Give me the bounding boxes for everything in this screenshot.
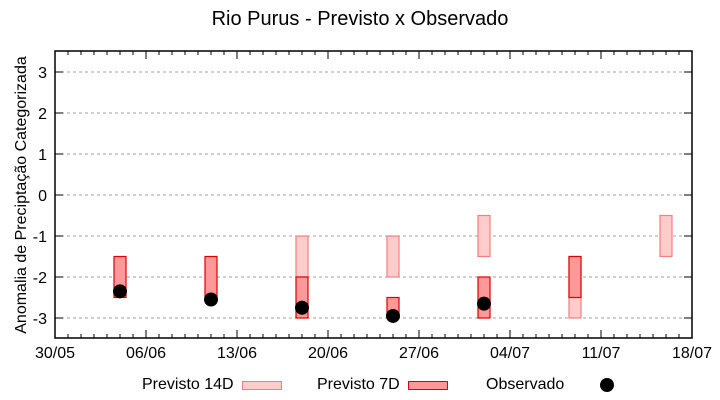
legend-item-14d: Previsto 14D (142, 376, 282, 394)
x-tick-label: 11/07 (582, 345, 621, 362)
bar-14d (659, 214, 673, 258)
observed-point (204, 292, 218, 307)
legend-dot-icon (600, 378, 615, 392)
legend-swatch-14d (241, 380, 282, 390)
observed-point (295, 300, 309, 315)
bar-14d (295, 235, 309, 278)
x-tick-label: 20/06 (308, 345, 348, 362)
legend-item-7d: Previsto 7D (317, 376, 448, 394)
legend-item-observado: Observado (486, 376, 615, 394)
bar-7d (204, 255, 218, 299)
x-tick-label: 27/06 (399, 345, 439, 362)
bar-7d (568, 255, 582, 299)
x-tick-label: 04/07 (490, 345, 530, 362)
x-tick-label: 13/06 (217, 345, 257, 362)
observed-point (386, 308, 400, 323)
bar-14d (386, 235, 400, 278)
legend-label-14d: Previsto 14D (142, 376, 234, 393)
legend: Previsto 14D Previsto 7D Observado (0, 376, 720, 398)
bar-14d (477, 214, 491, 258)
plot-frame (54, 50, 693, 339)
x-tick-label: 06/06 (126, 345, 166, 362)
chart-title: Rio Purus - Previsto x Observado (211, 8, 509, 30)
legend-swatch-7d (407, 380, 448, 390)
x-tick-label: 30/05 (35, 345, 75, 362)
y-tick-label: -1 (33, 229, 47, 246)
y-tick-label: 3 (38, 65, 47, 82)
legend-label-observado: Observado (486, 376, 565, 393)
y-tick-label: -2 (33, 270, 47, 287)
y-tick-label: -3 (33, 311, 47, 328)
y-tick-label: 1 (38, 147, 47, 164)
legend-label-7d: Previsto 7D (317, 376, 400, 393)
observed-point (113, 284, 127, 299)
observed-point (477, 296, 491, 311)
x-tick-label: 18/07 (672, 345, 712, 362)
y-tick-label: 2 (38, 106, 47, 123)
y-tick-label: 0 (38, 188, 47, 205)
